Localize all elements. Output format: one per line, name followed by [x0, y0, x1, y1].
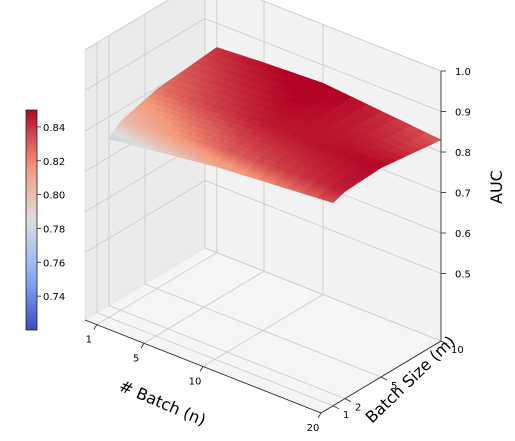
- z-tick-label: 0.8: [455, 148, 471, 159]
- colorbar-tick-label: 0.76: [43, 258, 65, 269]
- colorbar-tick-label: 0.78: [43, 224, 65, 235]
- y-tick-label: 5: [391, 381, 397, 392]
- grid-line: [84, 180, 206, 253]
- x-ticks: 1 5 10 20: [86, 324, 322, 434]
- colorbar-tick-label: 0.82: [43, 157, 65, 168]
- colorbar: 0.74 0.76 0.78 0.80 0.82 0.84: [25, 109, 65, 331]
- z-tick-label: 0.9: [455, 108, 471, 119]
- z-axis-label: AUC: [487, 170, 506, 204]
- y-tick-mark: [332, 405, 340, 410]
- grid-line: [84, 0, 170, 51]
- z-tick-label: 0.5: [455, 270, 471, 281]
- y-tick-label: 2: [355, 403, 361, 414]
- y-tick-mark: [380, 376, 388, 381]
- y-tick-label: 10: [451, 345, 464, 356]
- colorbar-ticks: 0.74 0.76 0.78 0.80 0.82 0.84: [37, 123, 65, 303]
- colorbar-tick-label: 0.74: [43, 292, 65, 303]
- y-tick-mark: [440, 340, 448, 345]
- x-tick-mark: [93, 324, 98, 330]
- grid-line: [259, 0, 442, 72]
- x-tick-mark: [140, 343, 145, 349]
- axis-panes: [83, 0, 443, 414]
- grid-line: [144, 283, 382, 378]
- colorbar-tick-label: 0.80: [43, 191, 65, 202]
- colorbar-tick-label: 0.84: [43, 123, 65, 134]
- y-ticks: 12 5 10: [332, 340, 464, 421]
- surface: [108, 47, 442, 203]
- z-tick-label: 0.6: [455, 229, 471, 240]
- grid-line: [204, 18, 442, 112]
- grid-line: [204, 247, 442, 342]
- x-tick-label: 10: [189, 377, 202, 388]
- grid-line: [84, 18, 206, 91]
- y-tick-label: 1: [343, 410, 349, 421]
- grid-line: [96, 312, 334, 407]
- grid-line: [108, 305, 346, 399]
- x-tick-label: 5: [133, 353, 139, 364]
- z-tick-label: 0.7: [455, 189, 471, 200]
- z-tick-label: 1.0: [455, 67, 471, 78]
- surface-patch: [317, 196, 336, 203]
- y-tick-mark: [344, 398, 352, 402]
- grid-line: [204, 180, 442, 274]
- x-tick-mark: [199, 366, 204, 372]
- x-tick-label: 20: [307, 423, 320, 434]
- colorbar-gradient: [25, 109, 38, 331]
- x-tick-label: 1: [86, 335, 92, 346]
- x-tick-mark: [317, 412, 322, 419]
- z-ticks: 0.5 0.6 0.7 0.8 0.9 1.0: [441, 67, 471, 281]
